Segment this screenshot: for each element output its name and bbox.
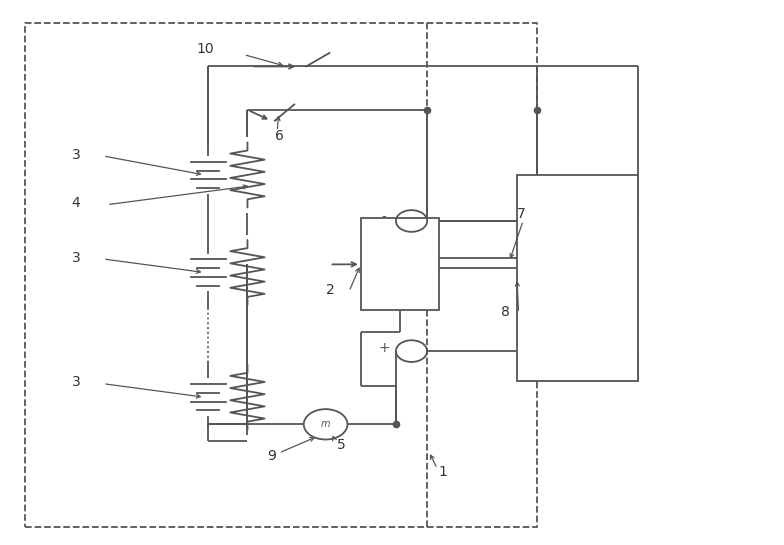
Text: 6: 6 [275,129,284,143]
Text: 8: 8 [502,305,510,319]
Text: 5: 5 [337,438,346,452]
Bar [361,219,439,311]
Text: 3: 3 [71,376,81,389]
Text: +: + [379,341,390,355]
Text: m: m [321,419,330,429]
Bar [517,175,638,381]
Text: 4: 4 [71,196,81,210]
Text: 7: 7 [517,207,526,221]
Text: 9: 9 [267,449,276,463]
Text: 10: 10 [197,42,214,56]
Text: 1: 1 [439,465,448,479]
Text: 3: 3 [71,251,81,265]
Text: 2: 2 [325,283,334,297]
Text: 3: 3 [71,148,81,162]
Text: -: - [382,211,387,225]
